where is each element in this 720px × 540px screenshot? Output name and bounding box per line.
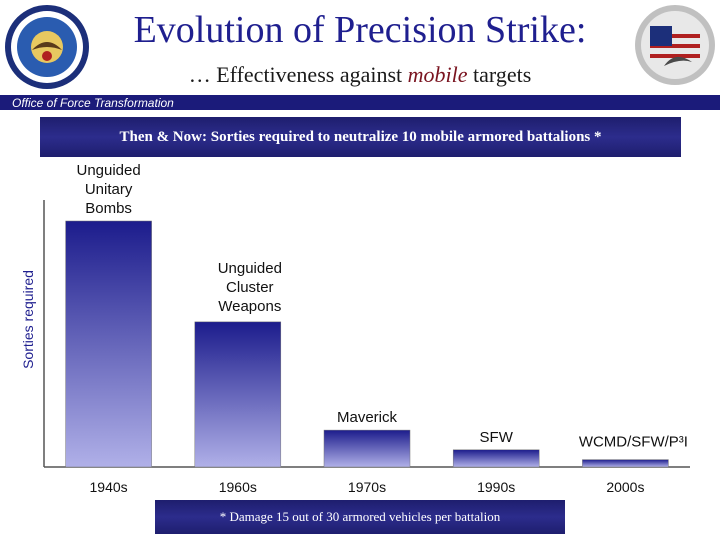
x-tick-label-1960s: 1960s <box>219 479 257 495</box>
office-bar <box>0 95 720 110</box>
bar-data-label-1990s: SFW <box>480 429 514 446</box>
bar-data-label-1970s: Maverick <box>337 409 398 426</box>
bar-data-label-2000s: WCMD/SFW/P³I <box>579 434 688 451</box>
subtitle-prefix: … Effectiveness against <box>188 62 408 87</box>
bar-data-label-1960s: Unguided Cluster Weapons <box>218 260 282 315</box>
subtitle-suffix: targets <box>467 62 532 87</box>
bar-data-label-1940s: Unguided Unitary Bombs <box>76 162 140 217</box>
office-label: Office of Force Transformation <box>12 96 174 110</box>
subtitle-emphasis: mobile <box>407 62 468 87</box>
y-axis-label: Sorties required <box>20 270 36 369</box>
x-tick-label-2000s: 2000s <box>606 479 644 495</box>
x-tick-label-1970s: 1970s <box>348 479 386 495</box>
department-of-defense-seal <box>5 5 89 89</box>
bar-1970s <box>323 429 411 468</box>
x-tick-label-1990s: 1990s <box>477 479 515 495</box>
page-title: Evolution of Precision Strike: <box>133 9 587 51</box>
page-subtitle: … Effectiveness against mobile targets <box>0 62 720 88</box>
bar-1990s <box>452 449 540 468</box>
bar-1960s <box>194 321 282 468</box>
bar-2000s <box>582 459 669 468</box>
x-tick-label-1940s: 1940s <box>90 479 128 495</box>
footnote-banner: * Damage 15 out of 30 armored vehicles p… <box>155 500 565 534</box>
chart-title-banner: Then & Now: Sorties required to neutrali… <box>40 117 681 157</box>
bar-1940s <box>65 220 152 468</box>
chart-title: Then & Now: Sorties required to neutrali… <box>119 128 602 145</box>
eagle-flag-emblem <box>635 5 715 85</box>
footnote-text: * Damage 15 out of 30 armored vehicles p… <box>219 509 501 524</box>
